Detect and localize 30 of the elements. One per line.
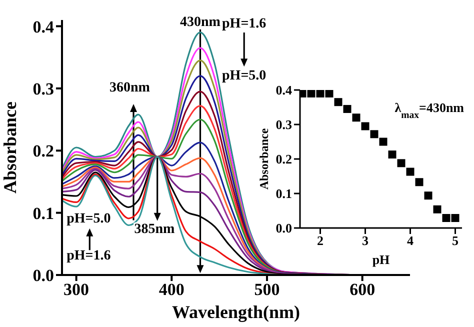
x-tick-label: 500 [254,280,280,300]
y-axis-title: Absorbance [257,128,271,190]
x-axis-title: pH [372,252,390,267]
y-tick-label: 0.0 [276,220,292,236]
x-tick-label: 3 [362,233,369,248]
y-tick-label: 0.1 [276,186,292,202]
x-axis-title: Wavelength(nm) [172,302,300,322]
x-tick-label: 600 [350,280,376,300]
annotation: 430nm [180,15,221,30]
y-tick-label: 0.3 [32,79,54,98]
annotation: λ$_{max}$=430nm [394,100,464,120]
x-tick-label: 400 [158,280,184,300]
y-tick-label: 0.4 [276,82,292,98]
x-tick-label: 5 [452,233,459,248]
y-tick-label: 0.2 [276,152,292,167]
annotation: pH=1.6 [66,248,111,264]
y-tick-label: 0.4 [32,17,54,36]
annotation: 385nm [134,222,176,238]
y-tick-label: 0.0 [32,266,54,286]
x-tick-label: 300 [64,280,90,300]
y-tick-label: 0.3 [276,117,292,132]
y-tick-label: 0.1 [32,204,54,223]
x-tick-label: 4 [407,233,414,248]
annotation: 360nm [109,80,150,96]
annotation: pH=5.0 [66,212,111,227]
annotation: pH=1.6 [222,16,266,32]
y-tick-label: 0.2 [32,142,54,161]
annotation: pH=5.0 [222,68,266,84]
y-axis-title: Absorbance [0,101,20,194]
x-tick-label: 2 [317,233,324,248]
